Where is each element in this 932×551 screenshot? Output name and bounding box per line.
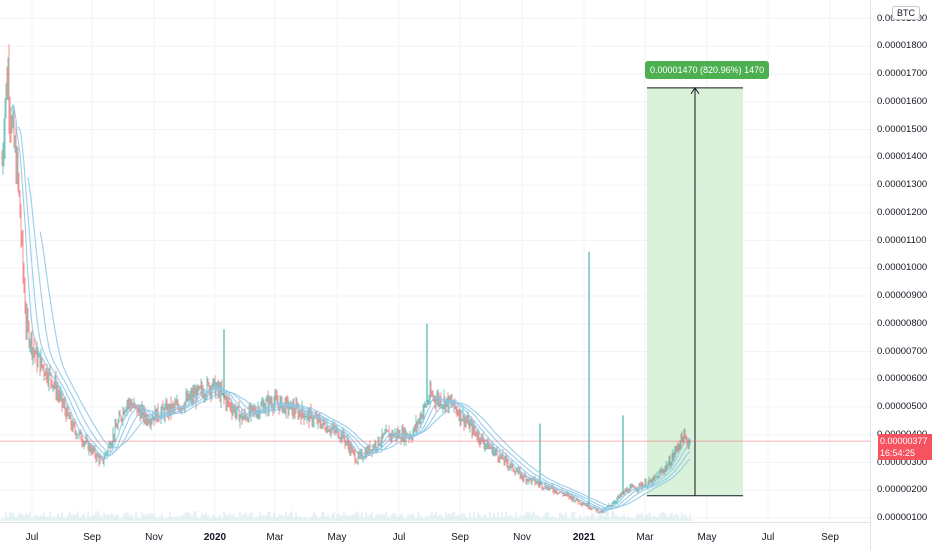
x-tick-label: Mar: [266, 532, 284, 543]
x-tick-label: Jul: [25, 532, 39, 543]
y-tick-label: 0.00000700: [877, 345, 928, 357]
measure-label: 0.00001470 (820.96%) 1470: [645, 61, 770, 79]
last-price-value: 0.00000377: [880, 436, 928, 446]
y-tick-label: 0.00000600: [877, 373, 928, 385]
moving-average-line: [17, 126, 691, 511]
y-tick-label: 0.00000900: [877, 290, 928, 301]
currency-badge[interactable]: BTC: [892, 6, 920, 20]
x-tick-label: 2020: [203, 532, 227, 543]
moving-average-line: [27, 177, 691, 509]
price-chart[interactable]: [0, 0, 870, 522]
x-tick-label: May: [327, 532, 347, 543]
bar-countdown: 16:54:25: [880, 448, 916, 458]
y-tick-label: 0.00000300: [877, 456, 928, 468]
price-axis[interactable]: 0.000019000.000018000.000017000.00001600…: [870, 0, 932, 550]
x-tick-label: Jul: [761, 532, 775, 543]
x-tick-label: Mar: [636, 532, 654, 543]
last-price-label: 0.00000377 16:54:25: [878, 434, 932, 460]
y-tick-label: 0.00000100: [877, 512, 928, 523]
x-tick-label: Nov: [145, 532, 163, 543]
y-tick-label: 0.00001400: [877, 151, 928, 163]
x-tick-label: 2021: [572, 532, 596, 543]
chart-plot-area[interactable]: 0.00001470 (820.96%) 1470: [0, 0, 870, 522]
y-tick-label: 0.00000200: [877, 484, 928, 496]
y-tick-label: 0.00001100: [877, 234, 927, 246]
y-tick-label: 0.00001600: [877, 95, 928, 107]
y-tick-label: 0.00001200: [877, 206, 928, 218]
time-axis[interactable]: Jul Sep Nov 2020 Mar May Jul Sep Nov 2021 Mar May Ju…: [0, 522, 870, 551]
x-tick-label: Sep: [83, 532, 101, 543]
y-tick-label: 0.00000500: [877, 401, 928, 412]
y-tick-label: 0.00001800: [877, 40, 928, 52]
x-tick-label: May: [697, 532, 717, 543]
y-tick-label: 0.00001500: [877, 123, 928, 135]
x-tick-label: Sep: [451, 532, 469, 543]
moving-average-line: [39, 231, 691, 508]
x-tick-label: Jul: [392, 532, 406, 543]
x-tick-label: Nov: [513, 532, 531, 543]
y-tick-label: 0.00001300: [877, 179, 928, 190]
y-tick-label: 0.00001000: [877, 262, 928, 274]
measure-arrow-head: [690, 86, 700, 95]
x-tick-label: Sep: [821, 532, 839, 543]
y-tick-label: 0.00001700: [877, 68, 928, 79]
y-tick-label: 0.00000800: [877, 317, 928, 329]
